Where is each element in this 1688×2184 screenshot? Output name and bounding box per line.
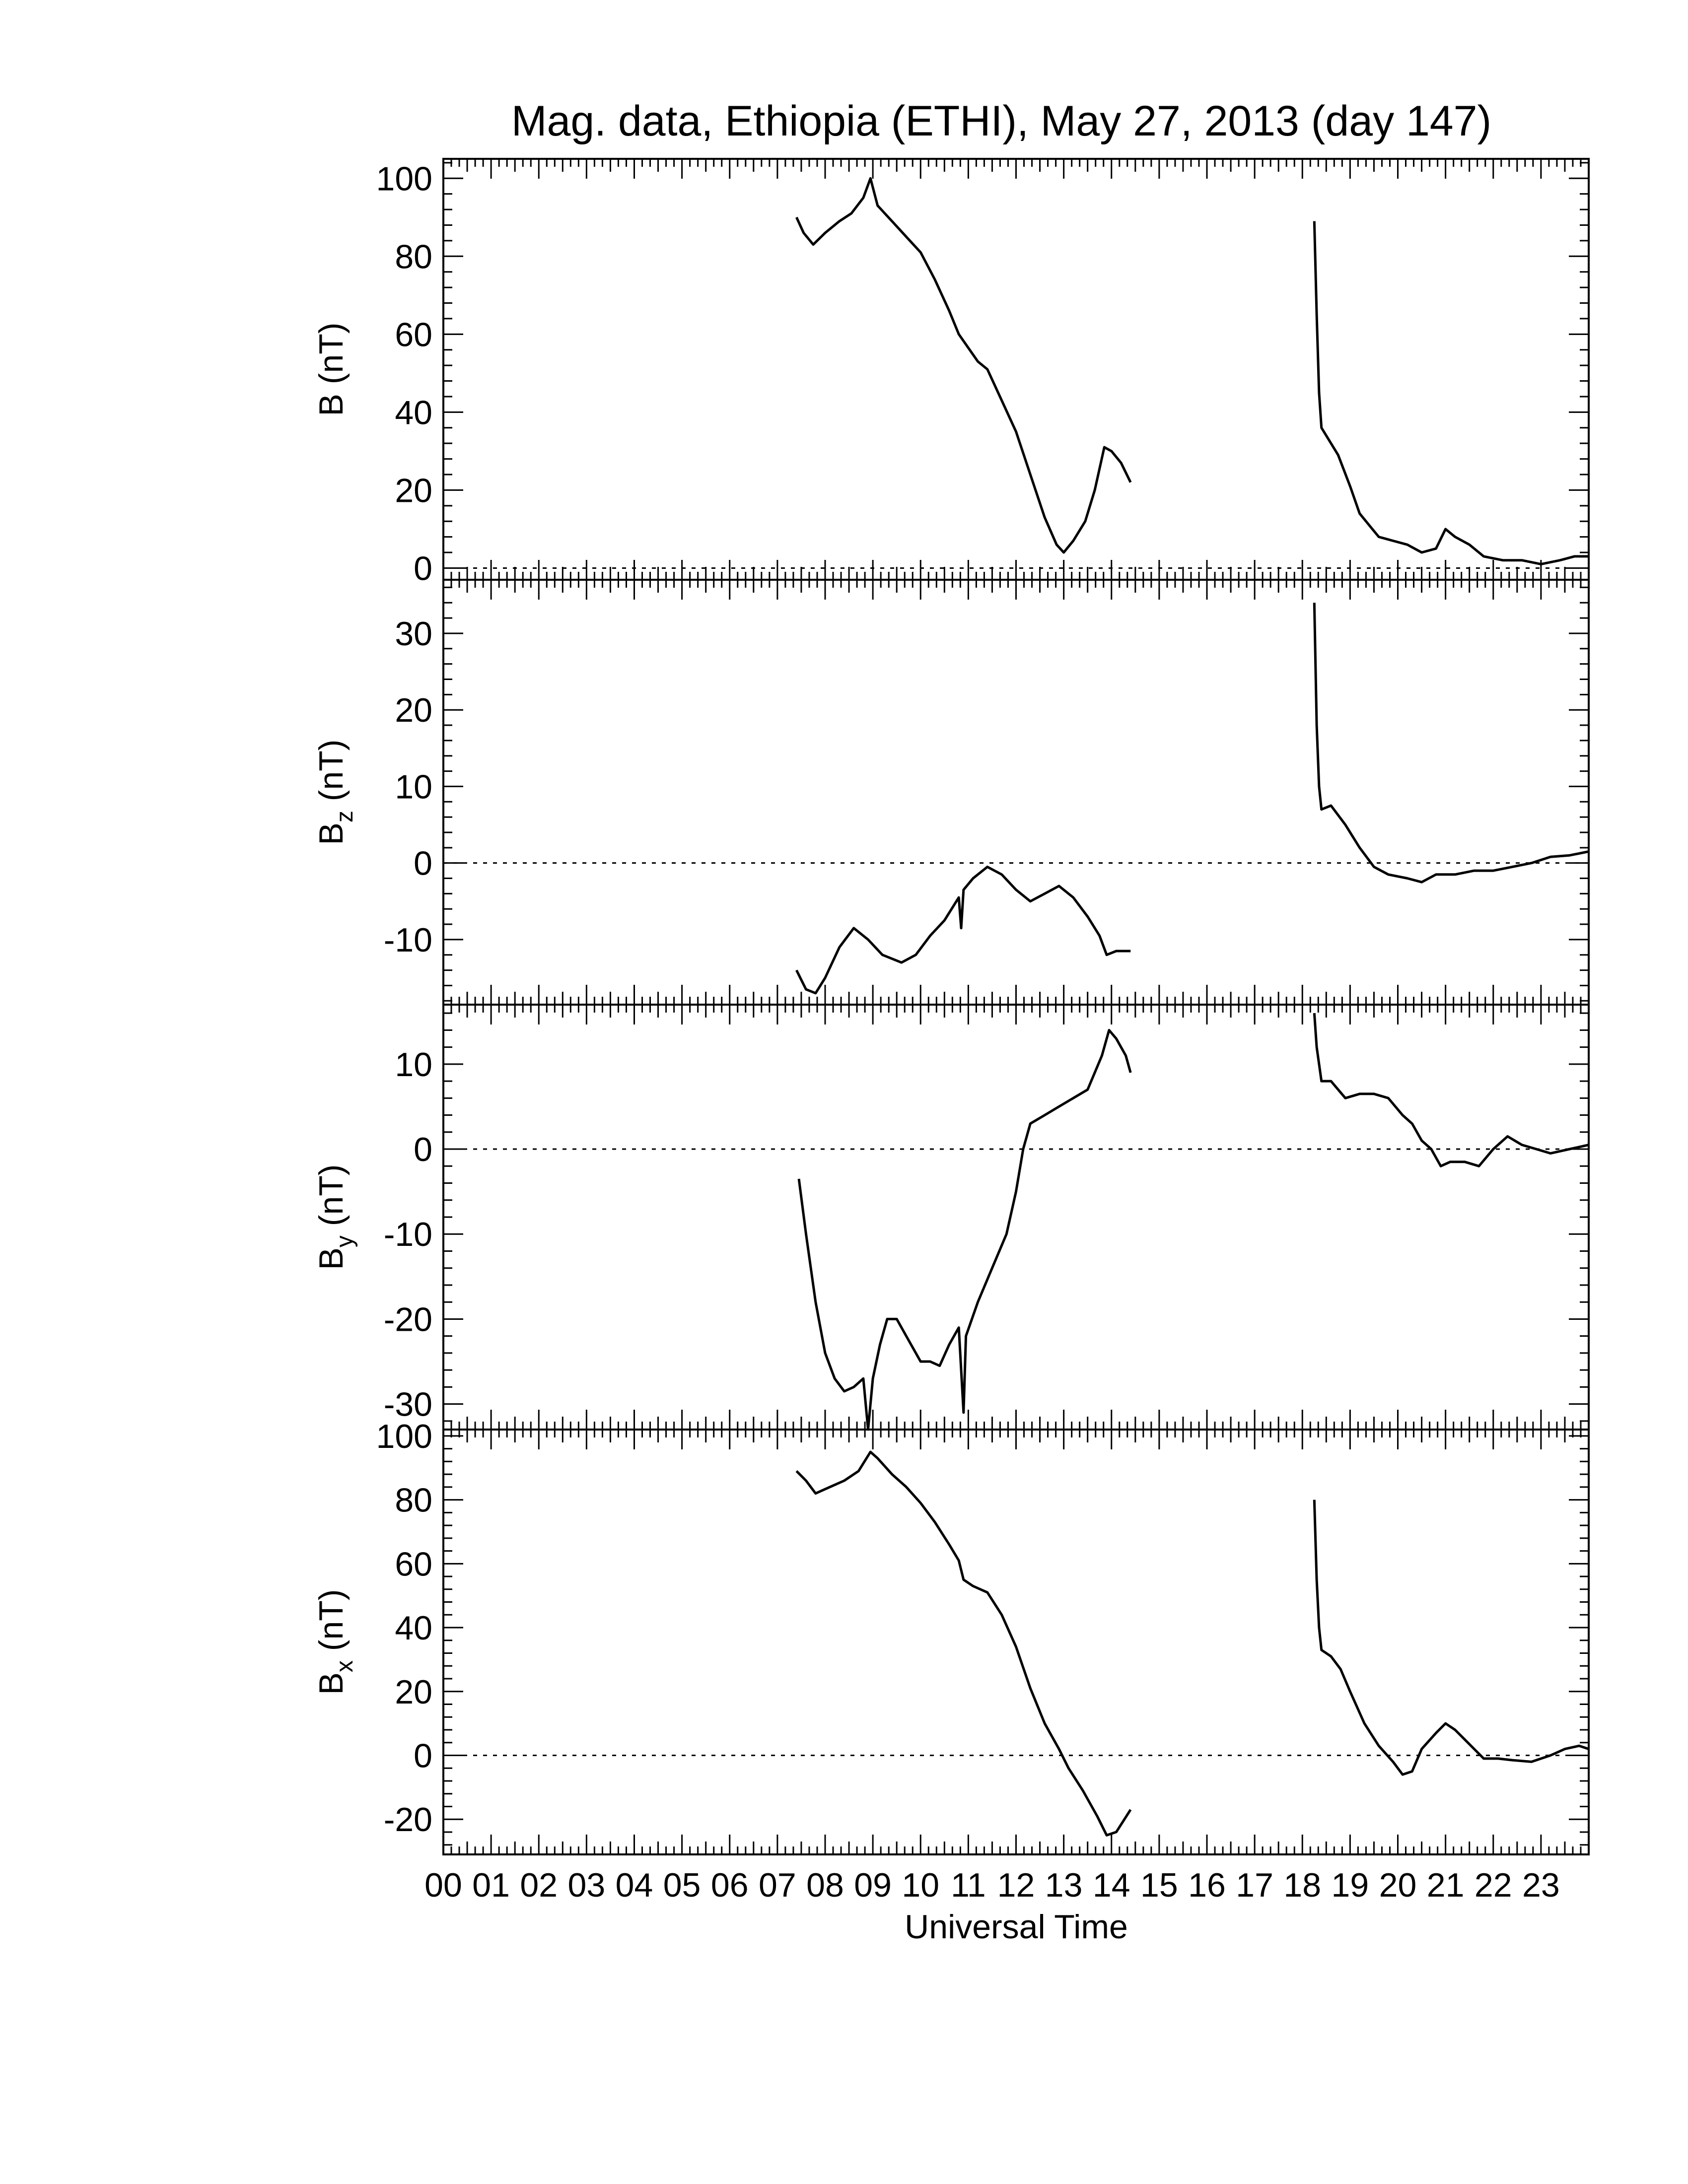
series-line-Bx-1 [795,1450,1132,1837]
panel-frame [442,579,1590,1006]
y-tick-label: 60 [395,316,432,353]
y-tick-label: 0 [414,549,432,587]
x-tick-label: 17 [1236,1866,1273,1904]
x-tick-label: 23 [1522,1866,1560,1904]
series-line-Bx-2 [1313,1500,1589,1776]
y-tick-label: -10 [384,1216,432,1253]
x-tick-label: 18 [1283,1866,1321,1904]
y-tick-label: 80 [395,238,432,275]
series-line-B-2 [1313,221,1589,566]
x-tick-label: 08 [806,1866,844,1904]
y-tick-label: 60 [395,1545,432,1583]
y-tick-label: 0 [414,1737,432,1774]
series-line-By-2 [1313,1013,1589,1167]
x-axis-tick-labels: 00 01 02 03 04 05 06 07 08 09 10 11 12 13 14 15 16 17 18 19… [424,1866,1560,1904]
y-tick-label: 20 [395,472,432,509]
x-tick-label: 15 [1140,1866,1178,1904]
y-tick-label: 30 [395,615,432,653]
x-tick-label: 06 [711,1866,749,1904]
series-line-By-1 [797,1028,1132,1431]
y-axis-title-By: By (nT) [312,1164,358,1270]
x-tick-label: 01 [472,1866,510,1904]
chart-title: Mag. data, Ethiopia (ETHI), May 27, 2013… [511,97,1491,145]
y-tick-label: 40 [395,1609,432,1647]
y-tick-label: 10 [395,1046,432,1084]
panel-frame [442,158,1590,581]
x-tick-label: 11 [951,1866,986,1904]
x-tick-label: 02 [520,1866,558,1904]
panel-By: -30 -20 -10 0 10 By (nT) [312,1004,1590,1431]
x-tick-label: 19 [1332,1866,1369,1904]
x-tick-label: 21 [1427,1866,1465,1904]
y-tick-label: 20 [395,1673,432,1711]
x-tick-label: 13 [1045,1866,1083,1904]
x-tick-label: 14 [1093,1866,1130,1904]
y-tick-label: -20 [384,1801,432,1839]
y-tick-label: 0 [414,1131,432,1168]
x-tick-label: 00 [424,1866,462,1904]
y-axis-title-Bx: Bx (nT) [312,1589,358,1695]
x-tick-label: 10 [902,1866,939,1904]
y-tick-label: 10 [395,768,432,806]
x-tick-label: 22 [1475,1866,1512,1904]
panel-frame [442,1429,1590,1855]
y-axis-title-Bz: Bz (nT) [312,740,358,845]
y-tick-label: 20 [395,691,432,729]
y-tick-label: 100 [376,1418,432,1455]
y-tick-label: 100 [376,160,432,198]
y-tick-label: -20 [384,1300,432,1338]
y-axis-title-B: B (nT) [312,323,350,416]
x-tick-label: 07 [759,1866,796,1904]
x-tick-label: 16 [1188,1866,1226,1904]
panel-frame [442,1004,1590,1431]
panel-B: 0 20 40 60 80 100 B (nT) [312,158,1590,587]
x-tick-label: 05 [663,1866,701,1904]
x-tick-label: 03 [568,1866,606,1904]
panel-Bz: -10 0 10 20 30 Bz (nT) [312,579,1590,1006]
y-tick-label: -30 [384,1386,432,1424]
series-line-B-1 [795,177,1132,554]
x-axis-title: Universal Time [905,1908,1128,1946]
x-tick-label: 12 [997,1866,1035,1904]
x-tick-label: 09 [854,1866,892,1904]
x-tick-label: 20 [1379,1866,1417,1904]
series-line-Bz-1 [795,865,1131,995]
series-line-Bz-2 [1313,603,1589,884]
y-tick-label: -10 [384,921,432,959]
x-tick-label: 04 [616,1866,653,1904]
panel-Bx: -20 0 20 40 60 80 100 Bx (nT) [312,1418,1590,1855]
y-tick-label: 80 [395,1482,432,1519]
y-tick-label: 40 [395,394,432,431]
y-tick-label: 0 [414,845,432,883]
